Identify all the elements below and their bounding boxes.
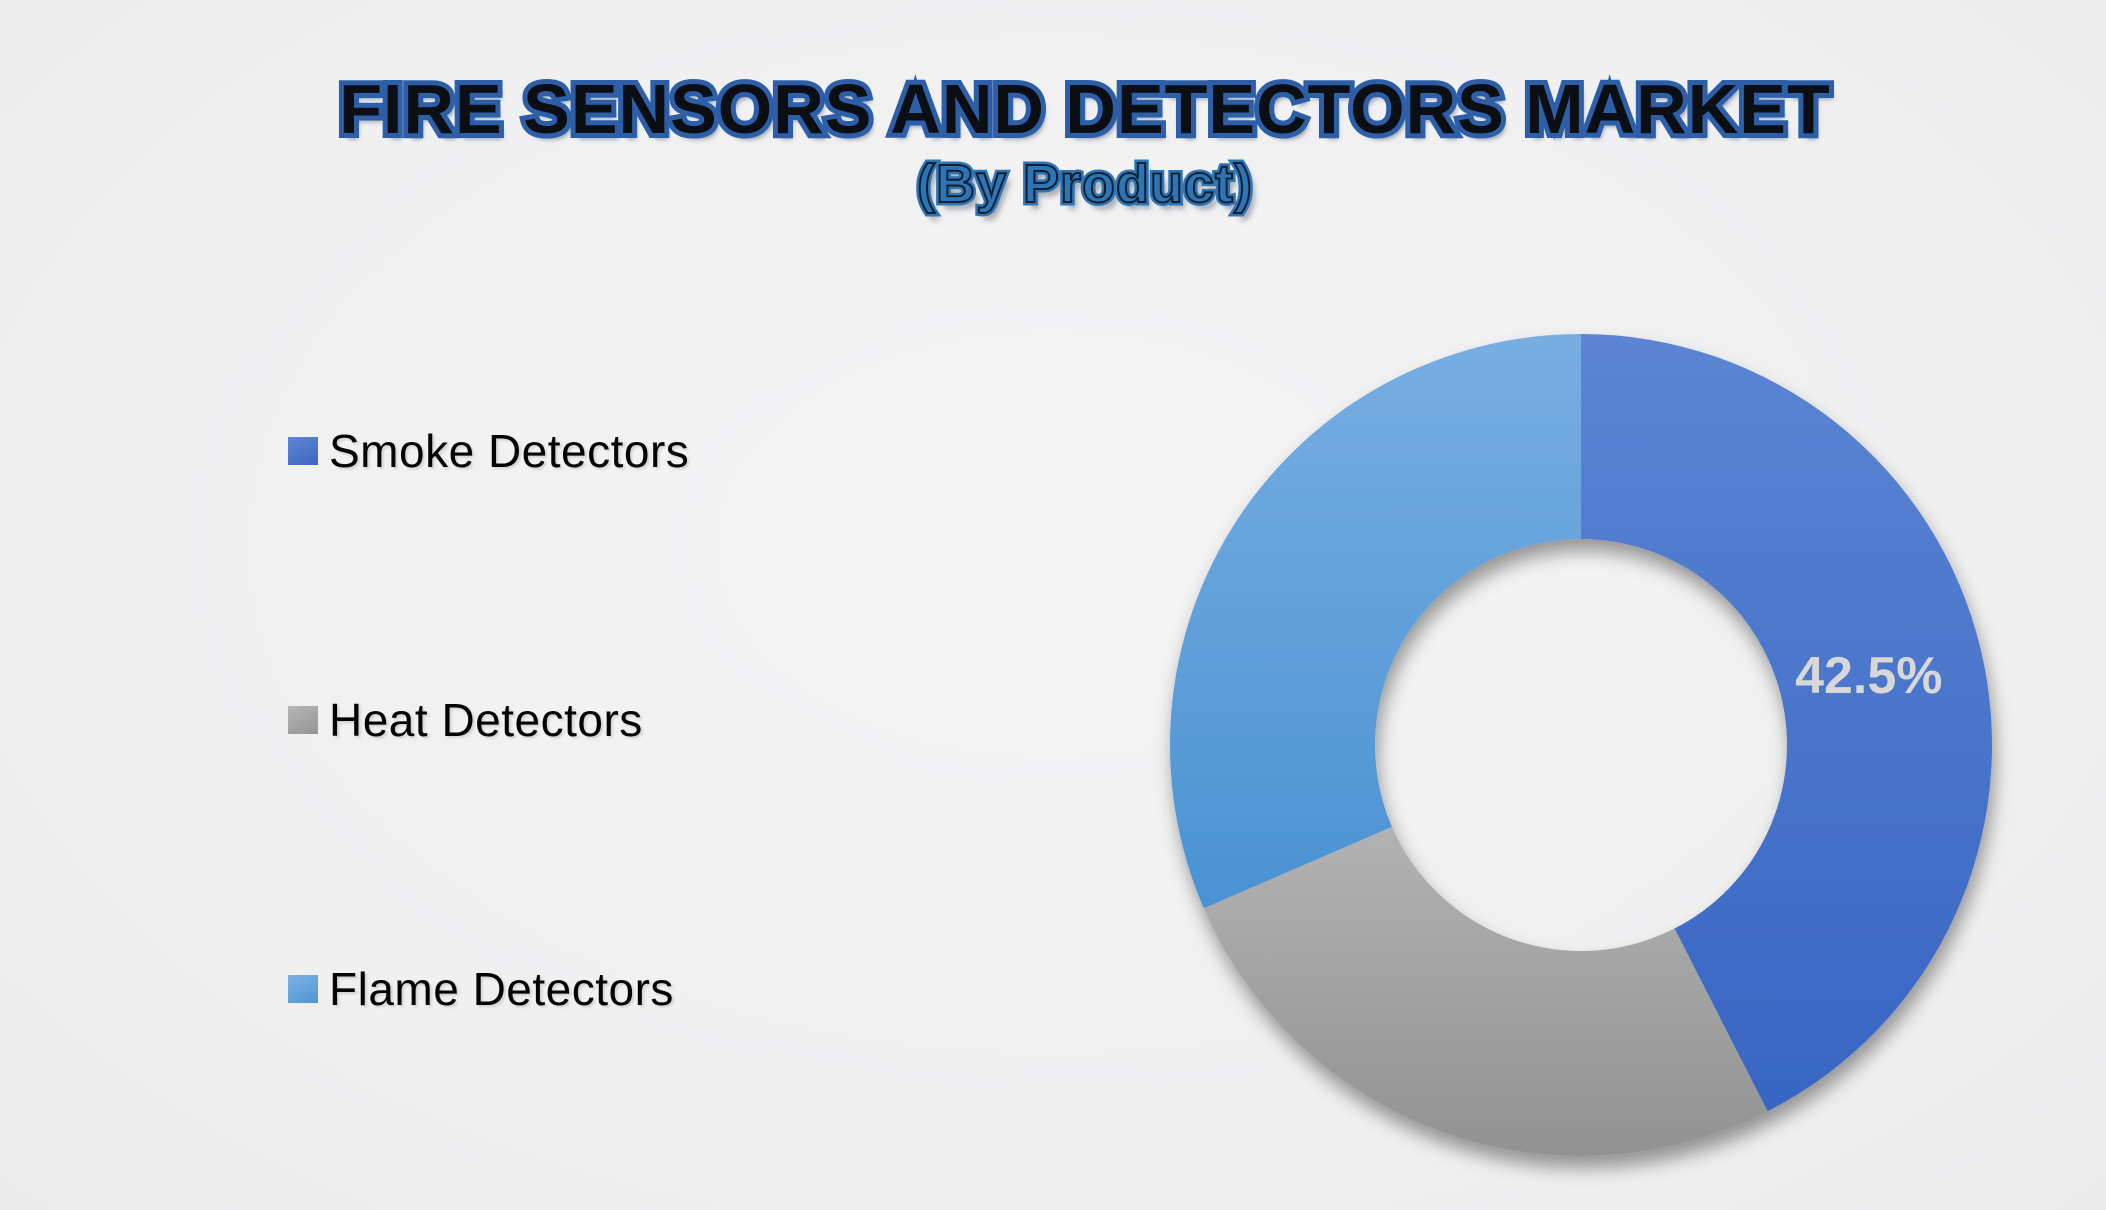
legend-swatch-heat-detectors bbox=[288, 706, 318, 734]
data-label-smoke-detectors: 42.5% bbox=[1795, 647, 1942, 705]
legend-label-heat-detectors: Heat Detectors bbox=[329, 694, 643, 746]
legend-item-flame-detectors: Flame Detectors bbox=[288, 963, 674, 1015]
donut-slice-smoke-detectors bbox=[1581, 334, 1992, 1112]
legend-item-smoke-detectors: Smoke Detectors bbox=[288, 425, 689, 477]
legend-item-heat-detectors: Heat Detectors bbox=[288, 694, 643, 746]
legend-label-smoke-detectors: Smoke Detectors bbox=[329, 425, 690, 477]
donut-slice-flame-detectors bbox=[1169, 334, 1581, 909]
donut-slice-heat-detectors bbox=[1203, 826, 1768, 1156]
legend-label-flame-detectors: Flame Detectors bbox=[329, 963, 674, 1015]
legend-swatch-flame-detectors bbox=[288, 975, 318, 1003]
legend-swatch-smoke-detectors bbox=[288, 437, 318, 465]
